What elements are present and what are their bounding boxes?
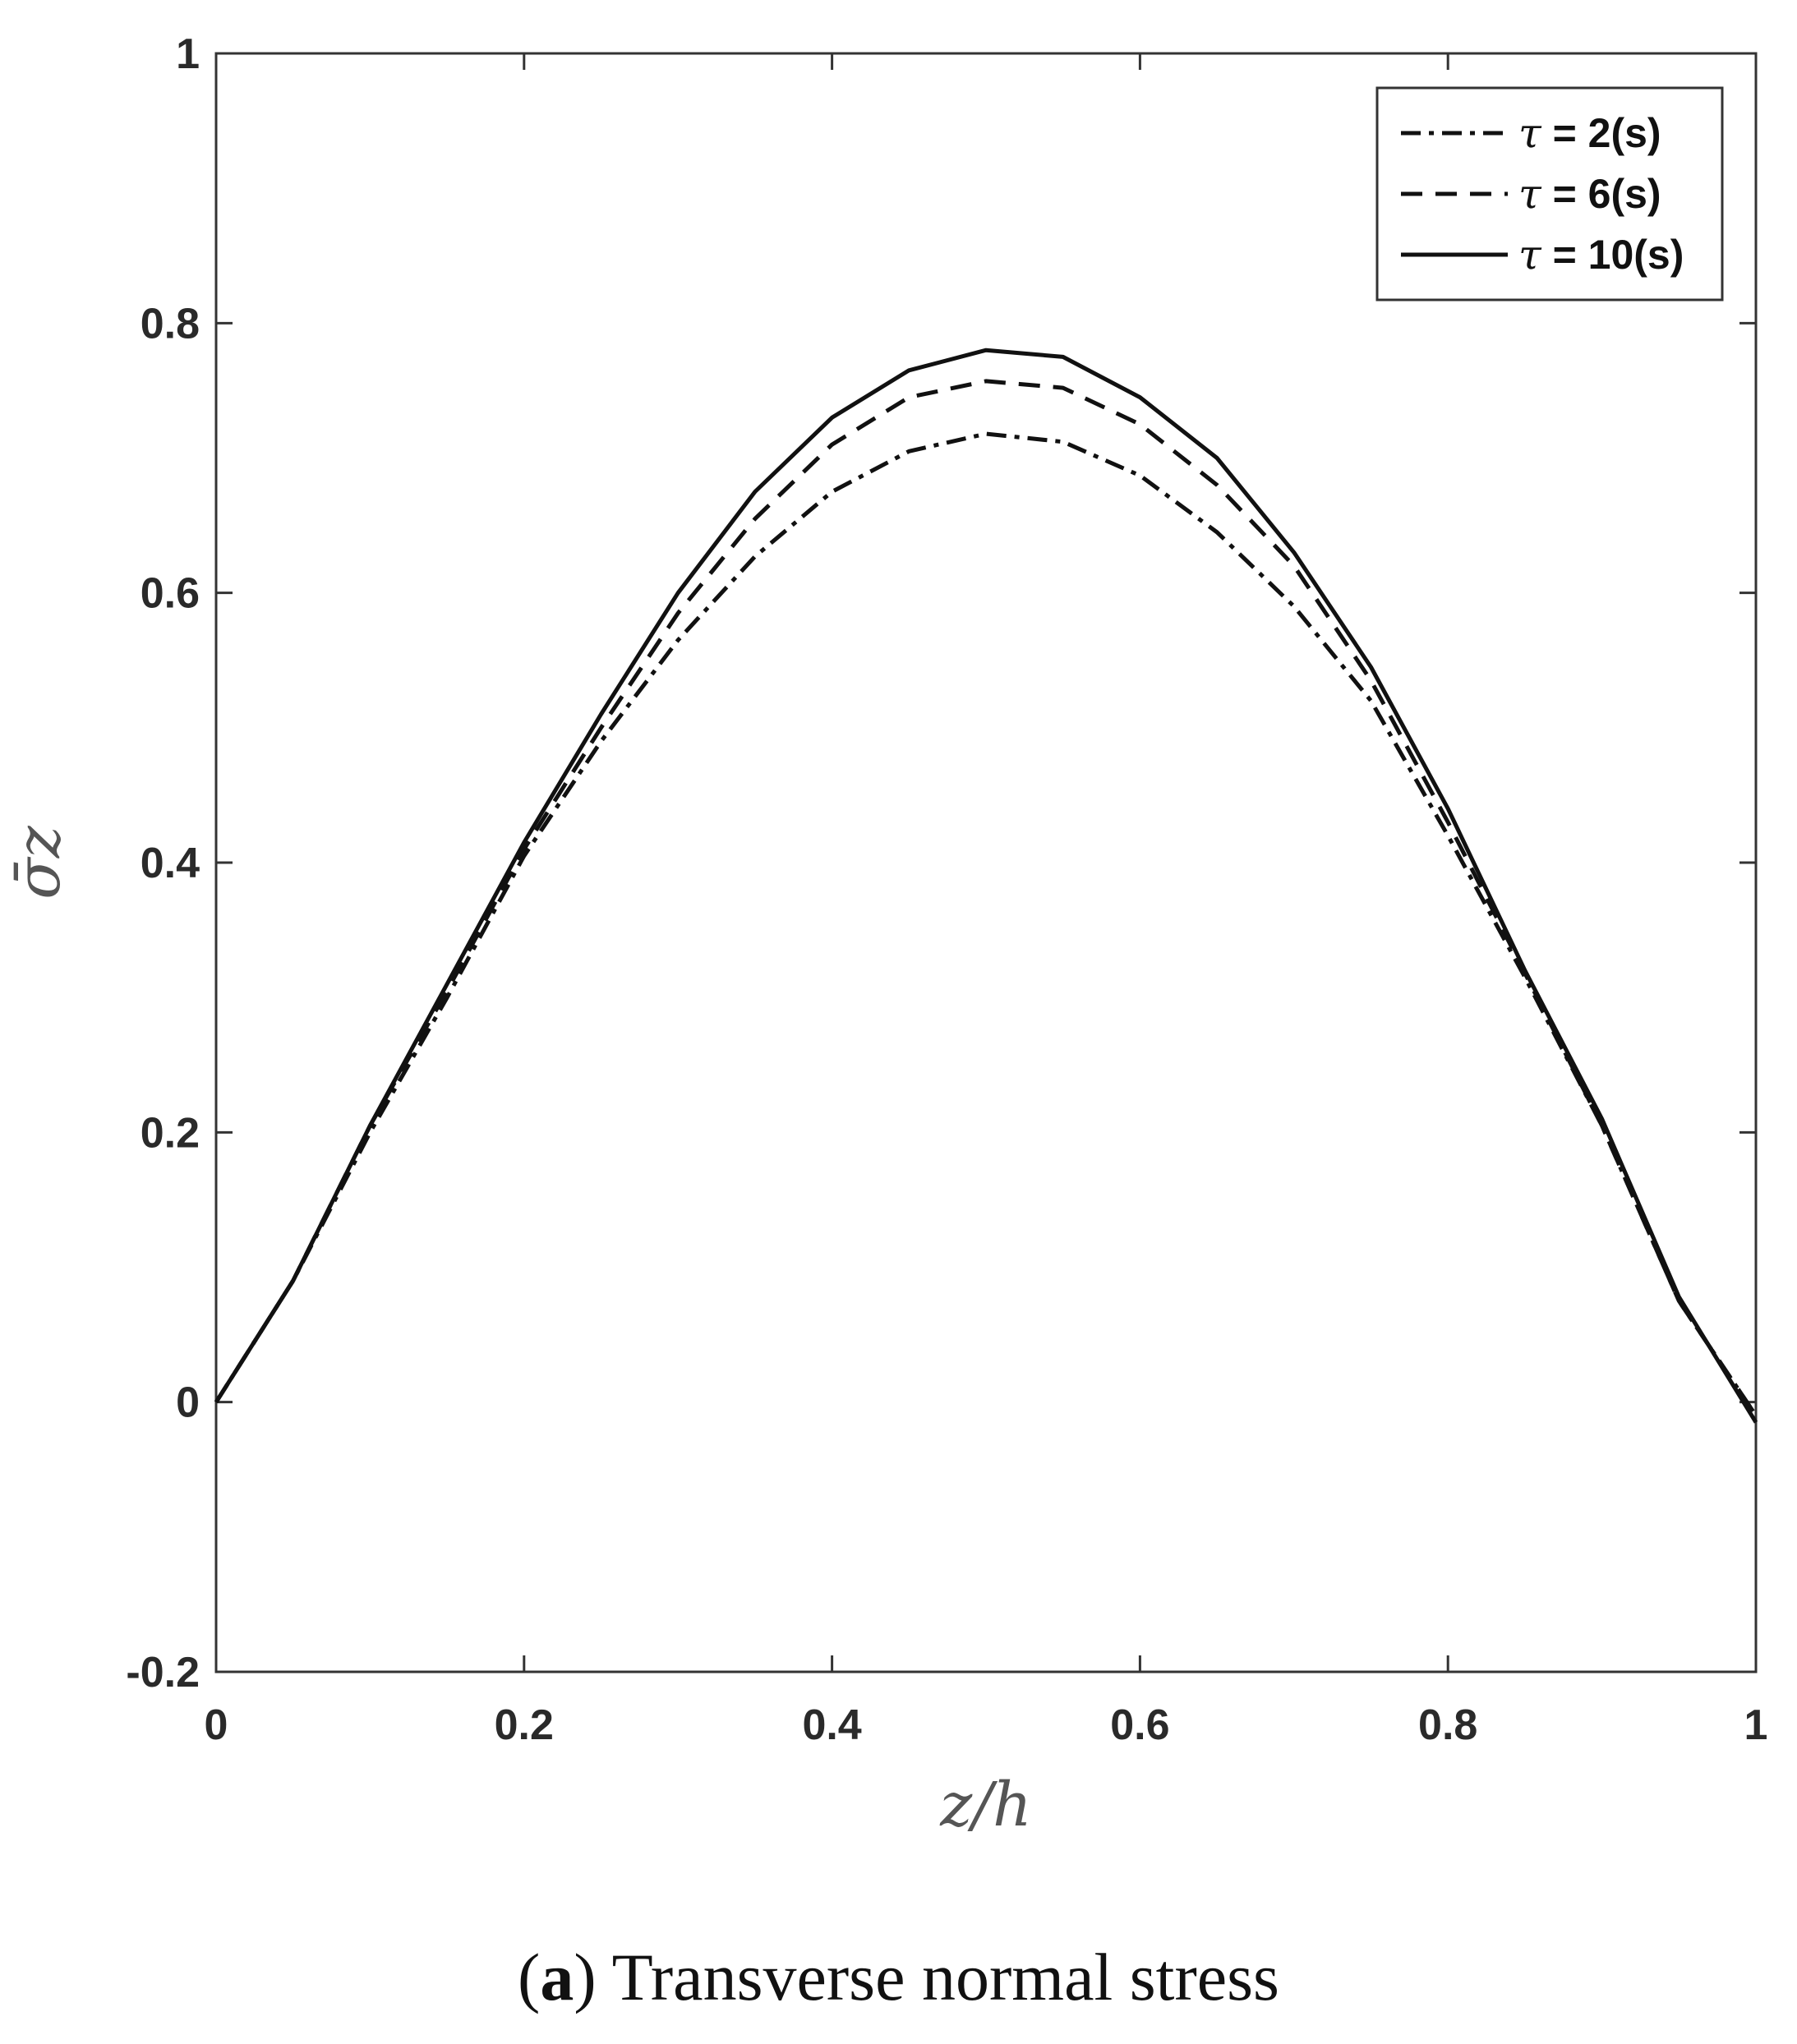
series-line-3: [214, 348, 1758, 1424]
legend-label-3: τ = 10(s): [1518, 231, 1684, 279]
x-tick-label: 0.4: [802, 1701, 861, 1749]
y-tick-label: 0.2: [141, 1109, 200, 1157]
figure-caption: (a) Transverse normal stress: [518, 1940, 1279, 2014]
series-line-1: [214, 431, 1758, 1417]
tick-labels: 0 0.2 0.4 0.6 0.8 1-0.200.20.40.60.81: [126, 30, 1767, 1749]
legend-value: = 6(s): [1541, 171, 1661, 217]
legend-box: [1375, 86, 1724, 302]
caption-text: Transverse normal stress: [611, 1940, 1279, 2014]
series-line-2: [214, 379, 1758, 1417]
x-tick-label: 1: [1744, 1701, 1768, 1749]
y-tick-label: 1: [176, 30, 200, 78]
y-tick-label: 0.6: [141, 570, 200, 618]
x-tick-label: 0.8: [1418, 1701, 1477, 1749]
x-tick-label: 0.2: [495, 1701, 554, 1749]
series-lines: [214, 348, 1758, 1424]
caption-label: a: [540, 1940, 574, 2014]
legend-tau: τ: [1518, 231, 1542, 279]
x-tick-label: 0.6: [1110, 1701, 1169, 1749]
x-axis-title: z/h: [939, 1770, 1032, 1840]
legend-value: = 2(s): [1541, 110, 1661, 156]
x-tick-label: 0: [205, 1701, 228, 1749]
y-tick-label: 0.8: [141, 300, 200, 348]
legend-value: = 10(s): [1541, 232, 1684, 278]
plot-area: [214, 52, 1758, 1673]
legend-label-2: τ = 6(s): [1518, 170, 1661, 218]
legend: τ = 2(s)τ = 6(s)τ = 10(s): [1375, 86, 1724, 302]
legend-tau: τ: [1518, 170, 1542, 218]
legend-tau: τ: [1518, 109, 1542, 157]
y-axis-title: σ̄z: [3, 825, 74, 900]
y-tick-label: 0.4: [141, 840, 200, 887]
axis-ticks: [214, 52, 1758, 1673]
legend-label-1: τ = 2(s): [1518, 109, 1661, 157]
y-tick-label: 0: [176, 1379, 200, 1427]
y-tick-label: -0.2: [126, 1649, 200, 1696]
